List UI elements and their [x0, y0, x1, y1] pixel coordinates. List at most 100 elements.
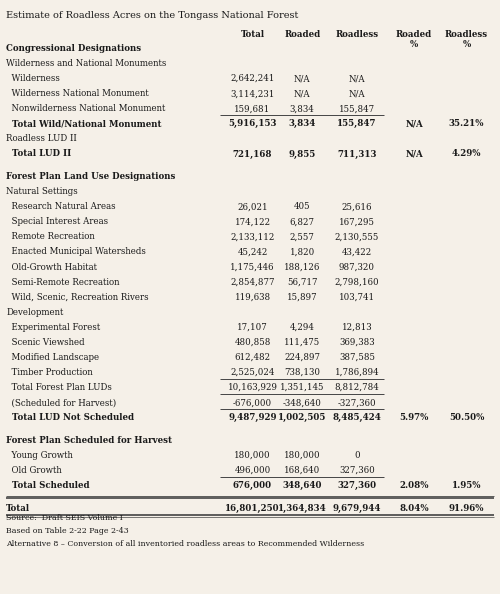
Text: Semi-Remote Recreation: Semi-Remote Recreation [6, 277, 120, 287]
Text: Roadless
%: Roadless % [445, 30, 488, 49]
Text: Total LUD II: Total LUD II [6, 150, 71, 159]
Text: Total Forest Plan LUDs: Total Forest Plan LUDs [6, 383, 112, 392]
Text: Old Growth: Old Growth [6, 466, 62, 475]
Text: 168,640: 168,640 [284, 466, 321, 475]
Text: 2,854,877: 2,854,877 [230, 277, 274, 287]
Text: Congressional Designations: Congressional Designations [6, 44, 141, 53]
Text: (Scheduled for Harvest): (Scheduled for Harvest) [6, 398, 116, 407]
Text: 1,364,834: 1,364,834 [278, 504, 326, 513]
Text: Estimate of Roadless Acres on the Tongass National Forest: Estimate of Roadless Acres on the Tongas… [6, 11, 298, 20]
Text: Enacted Municipal Watersheds: Enacted Municipal Watersheds [6, 248, 146, 257]
Text: 26,021: 26,021 [237, 202, 268, 211]
Text: 56,717: 56,717 [287, 277, 318, 287]
Text: 224,897: 224,897 [284, 353, 320, 362]
Text: Natural Settings: Natural Settings [6, 187, 78, 196]
Text: 8,485,424: 8,485,424 [332, 413, 382, 422]
Text: Roadless: Roadless [336, 30, 378, 39]
Text: 155,847: 155,847 [339, 105, 375, 113]
Text: N/A: N/A [294, 89, 310, 98]
Text: 721,168: 721,168 [232, 150, 272, 159]
Text: 12,813: 12,813 [342, 323, 372, 332]
Text: 2.08%: 2.08% [400, 481, 429, 490]
Text: 9,855: 9,855 [288, 150, 316, 159]
Text: 369,383: 369,383 [339, 338, 374, 347]
Text: 480,858: 480,858 [234, 338, 270, 347]
Text: 174,122: 174,122 [234, 217, 270, 226]
Text: 103,741: 103,741 [339, 293, 375, 302]
Text: 3,114,231: 3,114,231 [230, 89, 274, 98]
Text: Wild, Scenic, Recreation Rivers: Wild, Scenic, Recreation Rivers [6, 293, 149, 302]
Text: Forest Plan Land Use Designations: Forest Plan Land Use Designations [6, 172, 175, 181]
Text: N/A: N/A [348, 89, 365, 98]
Text: 10,163,929: 10,163,929 [228, 383, 278, 392]
Text: 496,000: 496,000 [234, 466, 270, 475]
Text: Nonwilderness National Monument: Nonwilderness National Monument [6, 105, 166, 113]
Text: 16,801,250: 16,801,250 [225, 504, 280, 513]
Text: -348,640: -348,640 [283, 398, 322, 407]
Text: 738,130: 738,130 [284, 368, 320, 377]
Text: N/A: N/A [405, 119, 423, 128]
Text: 612,482: 612,482 [234, 353, 270, 362]
Text: 5,916,153: 5,916,153 [228, 119, 276, 128]
Text: 180,000: 180,000 [234, 451, 271, 460]
Text: Roadless LUD II: Roadless LUD II [6, 134, 77, 143]
Text: 17,107: 17,107 [237, 323, 268, 332]
Text: 711,313: 711,313 [337, 150, 376, 159]
Text: 1,002,505: 1,002,505 [278, 413, 326, 422]
Text: Experimental Forest: Experimental Forest [6, 323, 100, 332]
Text: 0: 0 [354, 451, 360, 460]
Text: 348,640: 348,640 [282, 481, 322, 490]
Text: 2,798,160: 2,798,160 [334, 277, 379, 287]
Text: Alternative 8 – Conversion of all inventoried roadless areas to Recommended Wild: Alternative 8 – Conversion of all invent… [6, 540, 364, 548]
Text: 45,242: 45,242 [238, 248, 268, 257]
Text: 4.29%: 4.29% [452, 150, 482, 159]
Text: 188,126: 188,126 [284, 263, 321, 271]
Text: Source:  Draft SEIS Volume I: Source: Draft SEIS Volume I [6, 514, 123, 522]
Text: 8,812,784: 8,812,784 [334, 383, 380, 392]
Text: 2,642,241: 2,642,241 [230, 74, 274, 83]
Text: 1,820: 1,820 [290, 248, 315, 257]
Text: 387,585: 387,585 [339, 353, 375, 362]
Text: N/A: N/A [348, 74, 365, 83]
Text: 2,130,555: 2,130,555 [334, 232, 379, 241]
Text: 676,000: 676,000 [233, 481, 272, 490]
Text: Timber Production: Timber Production [6, 368, 93, 377]
Text: Young Growth: Young Growth [6, 451, 73, 460]
Text: Roaded: Roaded [284, 30, 321, 39]
Text: 2,557: 2,557 [290, 232, 314, 241]
Text: 5.97%: 5.97% [400, 413, 429, 422]
Text: Modified Landscape: Modified Landscape [6, 353, 100, 362]
Text: 2,525,024: 2,525,024 [230, 368, 274, 377]
Text: 1,786,894: 1,786,894 [334, 368, 379, 377]
Text: Based on Table 2-22 Page 2-43: Based on Table 2-22 Page 2-43 [6, 527, 129, 535]
Text: Total Scheduled: Total Scheduled [6, 481, 90, 490]
Text: Forest Plan Scheduled for Harvest: Forest Plan Scheduled for Harvest [6, 436, 172, 445]
Text: 2,133,112: 2,133,112 [230, 232, 274, 241]
Text: 327,360: 327,360 [338, 481, 376, 490]
Text: 8.04%: 8.04% [400, 504, 429, 513]
Text: Old-Growth Habitat: Old-Growth Habitat [6, 263, 98, 271]
Text: 4,294: 4,294 [290, 323, 314, 332]
Text: Wilderness and National Monuments: Wilderness and National Monuments [6, 59, 166, 68]
Text: 1.95%: 1.95% [452, 481, 482, 490]
Text: 15,897: 15,897 [287, 293, 318, 302]
Text: Development: Development [6, 308, 64, 317]
Text: Total: Total [6, 504, 30, 513]
Text: 3,834: 3,834 [288, 119, 316, 128]
Text: 167,295: 167,295 [339, 217, 375, 226]
Text: N/A: N/A [294, 74, 310, 83]
Text: 50.50%: 50.50% [449, 413, 484, 422]
Text: 3,834: 3,834 [290, 105, 314, 113]
Text: 159,681: 159,681 [234, 105, 270, 113]
Text: 987,320: 987,320 [339, 263, 375, 271]
Text: 9,487,929: 9,487,929 [228, 413, 276, 422]
Text: Research Natural Areas: Research Natural Areas [6, 202, 116, 211]
Text: 155,847: 155,847 [337, 119, 376, 128]
Text: Total LUD Not Scheduled: Total LUD Not Scheduled [6, 413, 134, 422]
Text: Special Interest Areas: Special Interest Areas [6, 217, 108, 226]
Text: Remote Recreation: Remote Recreation [6, 232, 95, 241]
Text: 25,616: 25,616 [342, 202, 372, 211]
Text: 111,475: 111,475 [284, 338, 321, 347]
Text: 119,638: 119,638 [234, 293, 270, 302]
Text: 6,827: 6,827 [290, 217, 314, 226]
